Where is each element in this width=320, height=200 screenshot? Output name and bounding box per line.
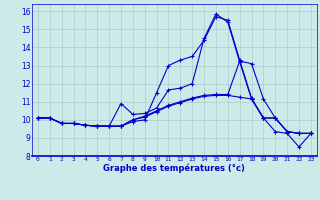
X-axis label: Graphe des températures (°c): Graphe des températures (°c) xyxy=(103,164,245,173)
